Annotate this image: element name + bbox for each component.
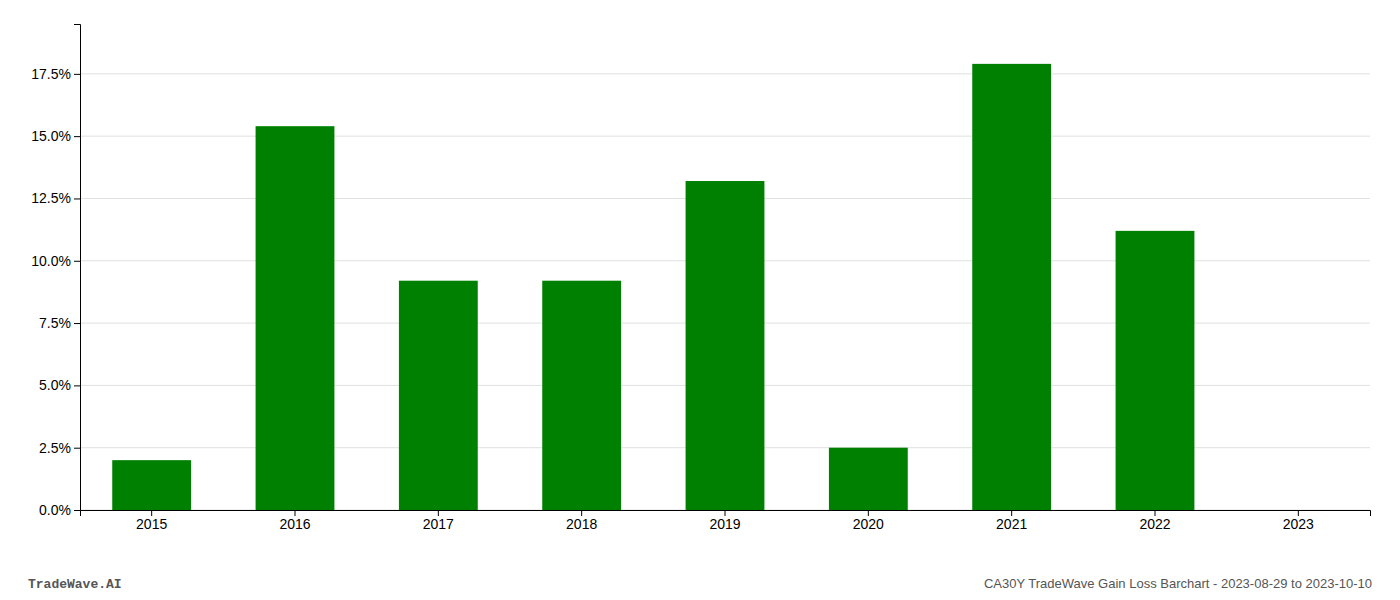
x-tick-label: 2021 <box>996 516 1027 532</box>
x-tick: 2021 <box>996 510 1027 532</box>
y-tick: 5.0% <box>39 377 80 393</box>
y-tick-mark <box>74 136 80 137</box>
bar <box>542 281 621 510</box>
y-tick-mark <box>74 510 80 511</box>
x-axis: 2015 2016 2017 2018 2019 2020 2021 2022 2023 <box>81 510 1371 532</box>
footer-right: CA30Y TradeWave Gain Loss Barchart - 202… <box>984 576 1372 591</box>
y-tick-label: 10.0% <box>31 253 71 269</box>
x-tick: 2019 <box>709 510 740 532</box>
y-tick-label: 12.5% <box>31 190 71 206</box>
bar <box>1116 231 1195 510</box>
y-tick: 7.5% <box>39 315 80 331</box>
x-tick-label: 2022 <box>1139 516 1170 532</box>
x-tick: 2015 <box>136 510 167 532</box>
x-tick: 2018 <box>566 510 597 532</box>
y-tick: 17.5% <box>31 66 80 82</box>
y-tick-label: 5.0% <box>39 377 71 393</box>
y-tick-mark <box>74 74 80 75</box>
plot-area: 0.0% 2.5% 5.0% 7.5% 10.0% 12.5% 15.0% 17.5% 2015… <box>31 25 1370 532</box>
y-tick: 15.0% <box>31 128 80 144</box>
y-tick: 10.0% <box>31 253 80 269</box>
x-tick: 2016 <box>279 510 310 532</box>
x-tick-label: 2018 <box>566 516 597 532</box>
y-tick: 12.5% <box>31 190 80 206</box>
grid-line <box>80 73 1370 74</box>
y-tick-mark <box>74 448 80 449</box>
bars <box>112 64 1194 510</box>
x-tick: 2017 <box>423 510 454 532</box>
y-tick-mark <box>74 261 80 262</box>
x-tick-label: 2015 <box>136 516 167 532</box>
y-tick-mark <box>74 323 80 324</box>
x-tick: 2022 <box>1139 510 1170 532</box>
y-tick-mark <box>74 385 80 386</box>
footer-left: TradeWave.AI <box>28 577 122 592</box>
y-tick-label: 0.0% <box>39 502 71 518</box>
bar <box>112 460 191 510</box>
x-tick-label: 2019 <box>709 516 740 532</box>
grid <box>80 74 1370 510</box>
y-axis-line <box>74 25 81 511</box>
y-tick-label: 15.0% <box>31 128 71 144</box>
y-tick: 2.5% <box>39 440 80 456</box>
x-tick-label: 2016 <box>279 516 310 532</box>
x-tick-label: 2020 <box>853 516 884 532</box>
y-tick-label: 17.5% <box>31 66 71 82</box>
y-tick-mark <box>74 198 80 199</box>
bar <box>829 448 908 510</box>
x-tick-label: 2017 <box>423 516 454 532</box>
y-tick: 0.0% <box>39 502 80 518</box>
bar <box>399 281 478 510</box>
y-tick-label: 2.5% <box>39 440 71 456</box>
bar <box>256 126 335 510</box>
bar <box>686 181 765 510</box>
x-tick: 2020 <box>853 510 884 532</box>
y-tick-label: 7.5% <box>39 315 71 331</box>
x-tick: 2023 <box>1283 510 1314 532</box>
chart-root: 0.0% 2.5% 5.0% 7.5% 10.0% 12.5% 15.0% 17.5% 2015… <box>0 0 1400 600</box>
bar <box>1259 510 1338 511</box>
bar <box>972 64 1051 510</box>
x-tick-label: 2023 <box>1283 516 1314 532</box>
y-axis: 0.0% 2.5% 5.0% 7.5% 10.0% 12.5% 15.0% 17.5% <box>31 25 80 518</box>
